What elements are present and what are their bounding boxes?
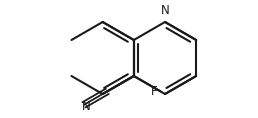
Text: N: N [82,100,91,113]
Text: F: F [151,85,157,98]
Text: N: N [161,4,169,17]
